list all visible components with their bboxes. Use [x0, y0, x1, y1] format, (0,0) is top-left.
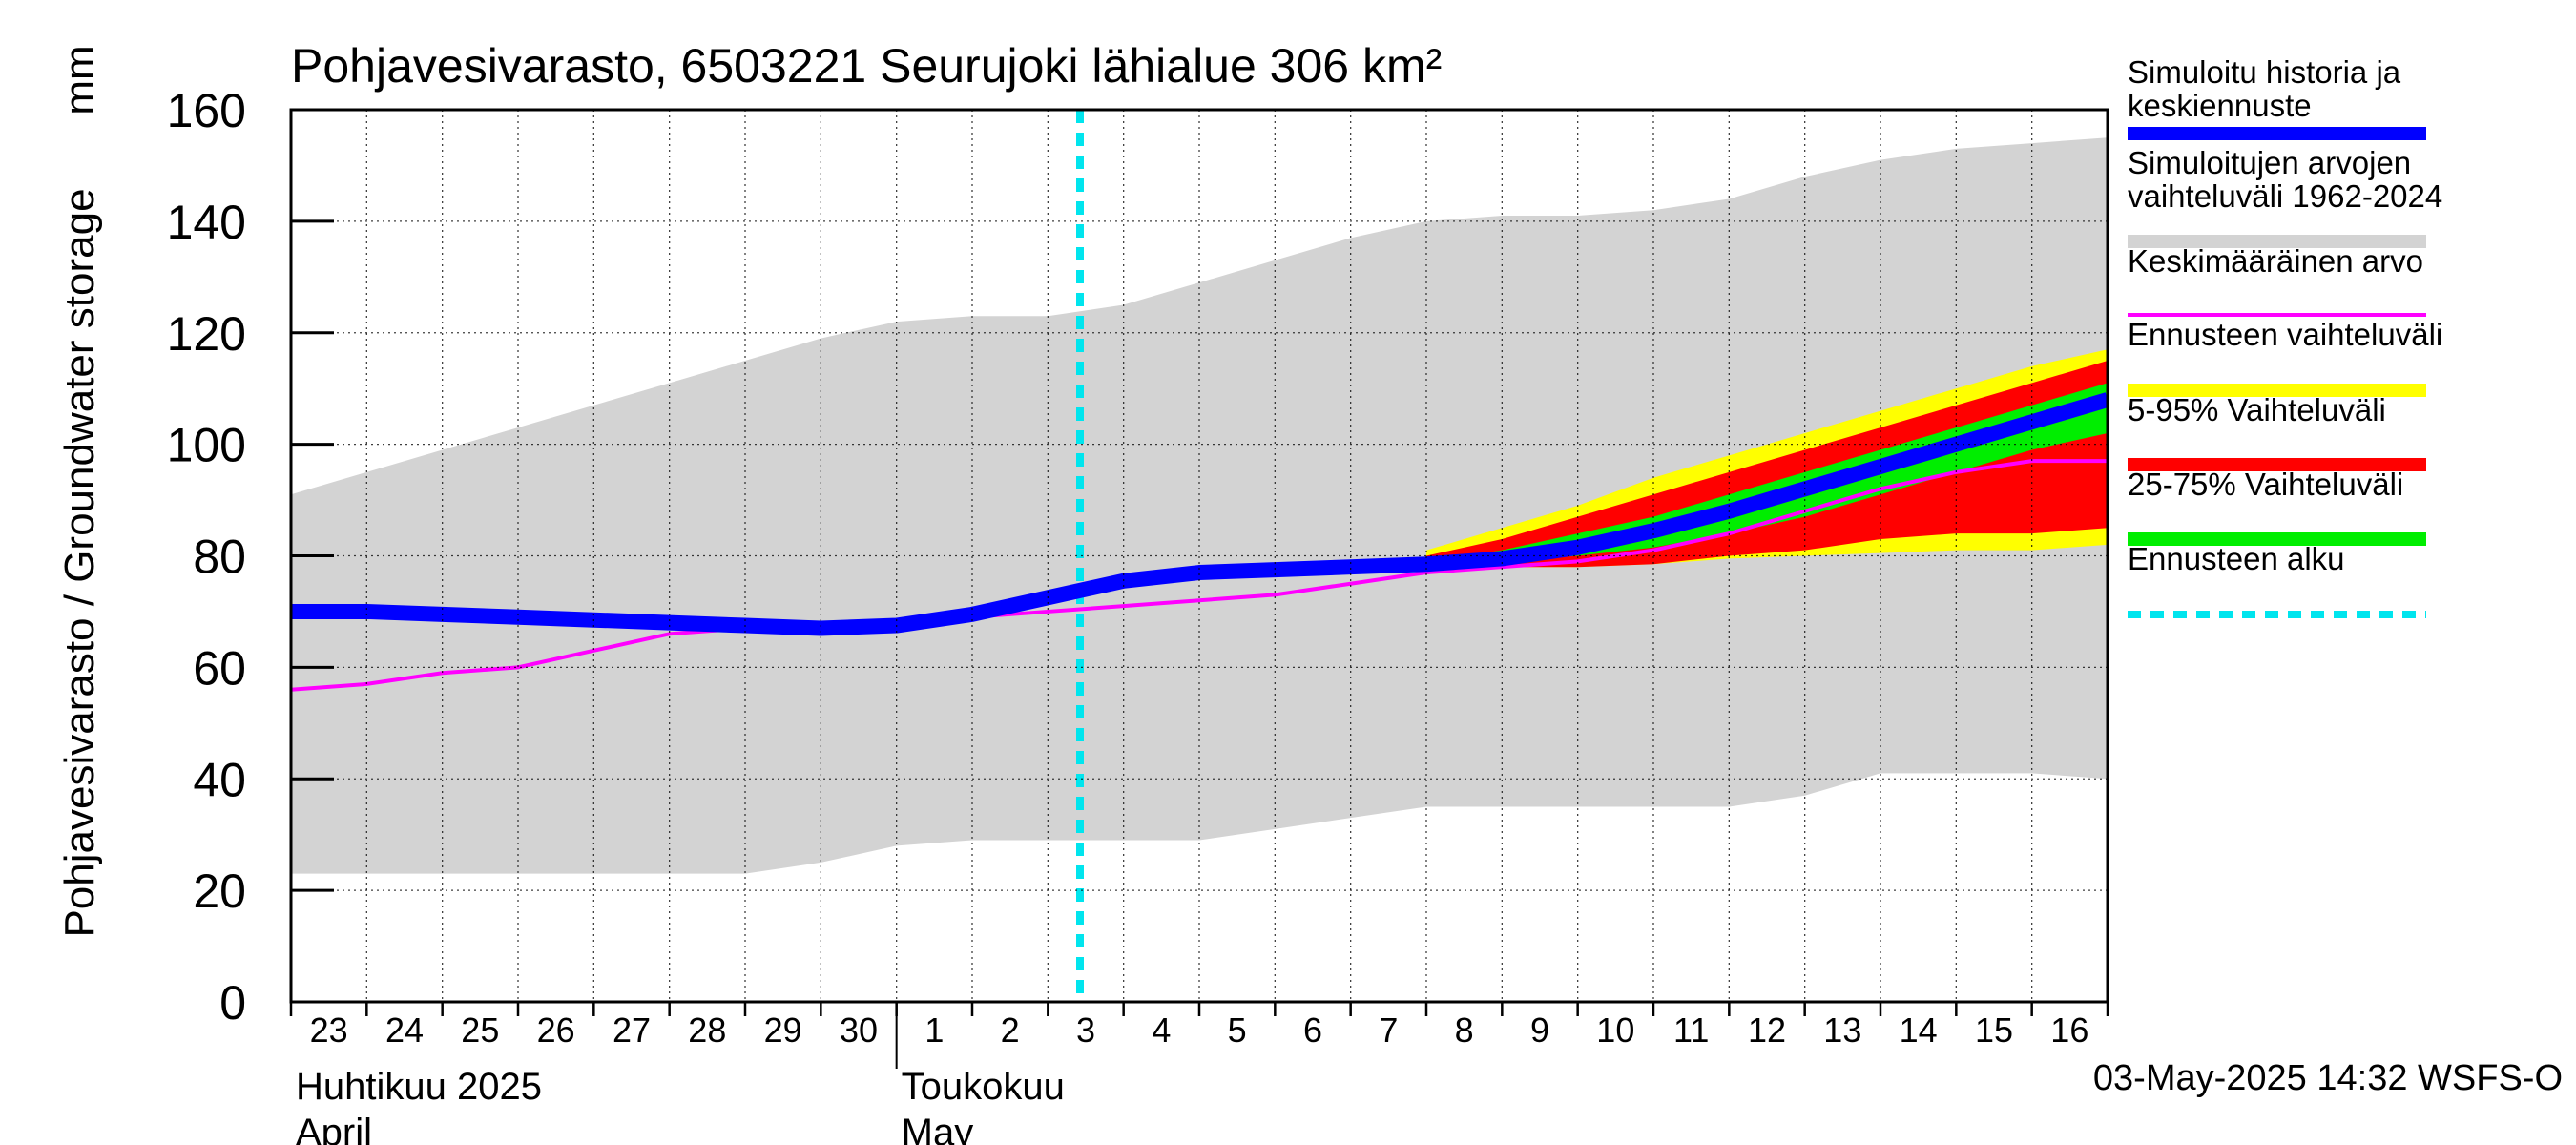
x-tick-label: 15 [1975, 1010, 2013, 1050]
x-tick-label: 29 [764, 1010, 802, 1050]
y-tick-label: 100 [167, 419, 246, 472]
x-tick-label: 1 [924, 1010, 944, 1050]
legend-label: 25-75% Vaihteluväli [2128, 467, 2403, 502]
legend-label: vaihteluväli 1962-2024 [2128, 178, 2442, 214]
legend-label: Keskimääräinen arvo [2128, 243, 2423, 279]
month-label-en: May [902, 1112, 974, 1145]
y-tick-label: 80 [193, 531, 246, 584]
month-label-fi: Toukokuu [902, 1066, 1065, 1108]
x-tick-label: 25 [461, 1010, 499, 1050]
x-tick-label: 10 [1596, 1010, 1634, 1050]
x-tick-label: 16 [2050, 1010, 2088, 1050]
x-tick-label: 3 [1076, 1010, 1095, 1050]
x-tick-label: 27 [613, 1010, 651, 1050]
month-label-fi: Huhtikuu 2025 [296, 1066, 542, 1108]
legend-label: Simuloitu historia ja [2128, 54, 2401, 90]
x-tick-label: 11 [1673, 1010, 1709, 1050]
x-tick-label: 14 [1900, 1010, 1938, 1050]
x-tick-label: 28 [688, 1010, 726, 1050]
x-tick-label: 13 [1823, 1010, 1861, 1050]
legend-label: Simuloitujen arvojen [2128, 145, 2411, 180]
chart-title: Pohjavesivarasto, 6503221 Seurujoki lähi… [291, 39, 1442, 93]
month-label-en: April [296, 1112, 372, 1145]
y-tick-label: 20 [193, 864, 246, 918]
y-tick-label: 160 [167, 84, 246, 137]
x-tick-label: 12 [1748, 1010, 1786, 1050]
legend-label: 5-95% Vaihteluväli [2128, 392, 2386, 427]
footer-timestamp: 03-May-2025 14:32 WSFS-O [2093, 1058, 2563, 1098]
x-tick-label: 4 [1152, 1010, 1171, 1050]
legend-label: keskiennuste [2128, 88, 2312, 123]
x-tick-label: 7 [1379, 1010, 1398, 1050]
x-tick-label: 24 [385, 1010, 424, 1050]
y-tick-label: 60 [193, 641, 246, 695]
legend-label: Ennusteen alku [2128, 541, 2345, 576]
x-tick-label: 23 [310, 1010, 348, 1050]
x-tick-label: 9 [1530, 1010, 1549, 1050]
x-tick-label: 2 [1001, 1010, 1020, 1050]
x-tick-label: 8 [1455, 1010, 1474, 1050]
x-tick-label: 6 [1303, 1010, 1322, 1050]
x-tick-label: 5 [1228, 1010, 1247, 1050]
x-tick-label: 30 [840, 1010, 878, 1050]
p5-95-band [1426, 360, 2108, 568]
legend-label: Ennusteen vaihteluväli [2128, 317, 2442, 352]
y-tick-label: 140 [167, 196, 246, 249]
y-axis-label: Pohjavesivarasto / Groundwater storage [56, 188, 103, 937]
y-tick-label: 40 [193, 753, 246, 806]
y-axis-unit: mm [56, 45, 103, 114]
y-tick-label: 120 [167, 307, 246, 361]
x-tick-label: 26 [537, 1010, 575, 1050]
y-tick-label: 0 [219, 976, 246, 1030]
